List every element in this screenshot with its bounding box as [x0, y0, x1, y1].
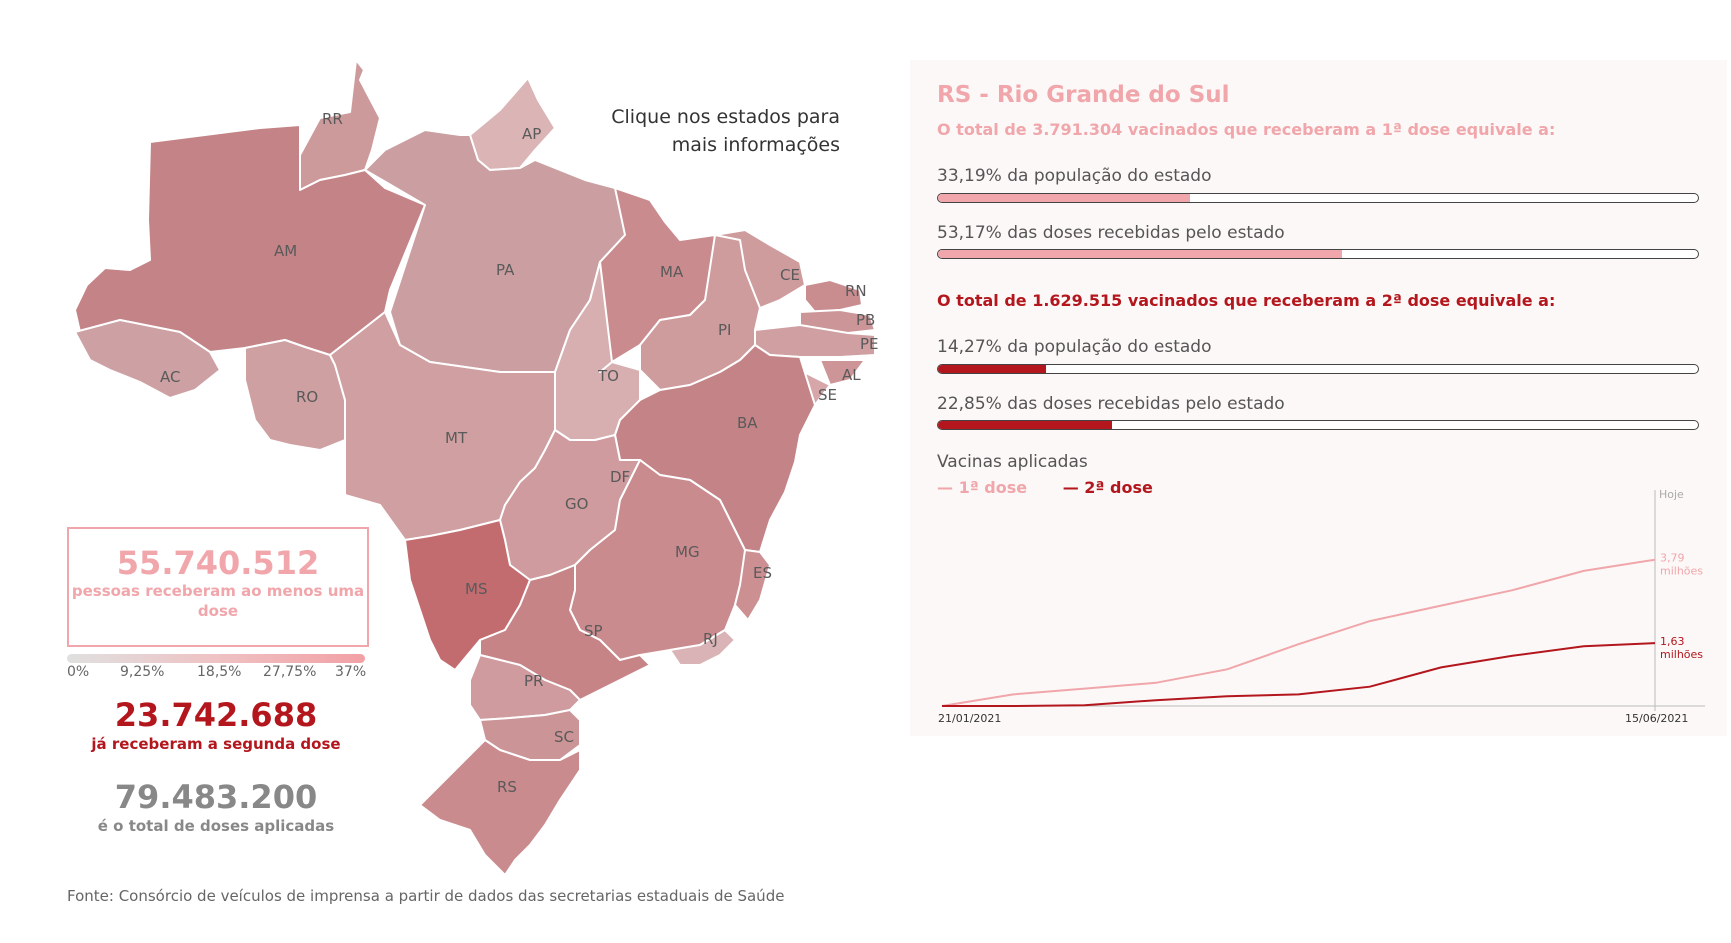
- total-doses-value: 79.483.200: [114, 778, 318, 816]
- x-start-label: 21/01/2021: [938, 712, 1001, 725]
- state-detail-panel: RS - Rio Grande do Sul O total de 3.791.…: [910, 60, 1727, 736]
- first-doses-bar: [937, 249, 1699, 259]
- first-dose-heading: O total de 3.791.304 vacinados que receb…: [937, 120, 1556, 139]
- state-ap[interactable]: [469, 77, 556, 171]
- state-es[interactable]: [734, 549, 771, 621]
- color-scale-bar: [67, 654, 365, 663]
- first-population-bar: [937, 193, 1699, 203]
- second-doses-bar-fill: [938, 421, 1112, 429]
- state-title: RS - Rio Grande do Sul: [937, 82, 1230, 108]
- second-dose-label: já receberam a segunda dose: [91, 735, 341, 753]
- scale-tick: 37%: [335, 664, 367, 680]
- legend-second-dose: — 2ª dose: [1062, 478, 1153, 497]
- first-doses-bar-fill: [938, 250, 1343, 258]
- first-doses-label: 53,17% das doses recebidas pelo estado: [937, 223, 1285, 243]
- first-population-bar-fill: [938, 194, 1191, 202]
- chart-title: Vacinas aplicadas: [937, 452, 1088, 472]
- first-dose-total: 55.740.512: [116, 544, 320, 582]
- today-label: Hoje: [1659, 488, 1684, 501]
- second-doses-bar: [937, 420, 1699, 430]
- series-line-2: [942, 642, 1656, 707]
- second-doses-label: 22,85% das doses recebidas pelo estado: [937, 394, 1285, 414]
- state-ac[interactable]: [74, 319, 221, 399]
- map-instruction: Clique nos estados para mais informações: [611, 106, 840, 156]
- scale-tick: 18,5%: [197, 664, 242, 680]
- legend-first-dose: — 1ª dose: [937, 478, 1028, 497]
- x-end-label: 15/06/2021: [1625, 712, 1688, 725]
- second-population-bar-fill: [938, 365, 1047, 373]
- scale-tick: 9,25%: [120, 664, 165, 680]
- state-rn[interactable]: [804, 279, 863, 313]
- total-doses-summary: 79.483.200 é o total de doses aplicadas: [67, 778, 365, 836]
- vaccination-line-chart: 3,79 milhões 1,63 milhões Hoje 21/01/2021 15/0…: [938, 488, 1705, 725]
- second-dose-heading: O total de 1.629.515 vacinados que receb…: [937, 291, 1556, 310]
- second-population-label: 14,27% da população do estado: [937, 337, 1212, 357]
- source-note: Fonte: Consórcio de veículos de imprensa…: [67, 887, 785, 905]
- first-dose-label: pessoas receberam ao menos uma dose: [71, 582, 365, 620]
- second-population-bar: [937, 364, 1699, 374]
- scale-tick: 0%: [67, 664, 90, 680]
- series-end-label: 3,79 milhões: [1660, 552, 1703, 578]
- state-rj[interactable]: [669, 629, 736, 666]
- series-end-label: 1,63 milhões: [1660, 635, 1703, 661]
- state-rs[interactable]: [419, 739, 581, 876]
- series-line-1: [941, 558, 1656, 707]
- second-dose-summary: 23.742.688 já receberam a segunda dose: [67, 696, 365, 754]
- scale-tick: 27,75%: [263, 664, 317, 680]
- first-population-label: 33,19% da população do estado: [937, 166, 1212, 186]
- first-dose-summary-box: 55.740.512 pessoas receberam ao menos um…: [67, 527, 369, 647]
- state-al[interactable]: [819, 359, 866, 386]
- chart-legend: — 1ª dose — 2ª dose: [937, 478, 1183, 497]
- total-doses-label: é o total de doses aplicadas: [97, 817, 335, 835]
- second-dose-total: 23.742.688: [114, 696, 318, 734]
